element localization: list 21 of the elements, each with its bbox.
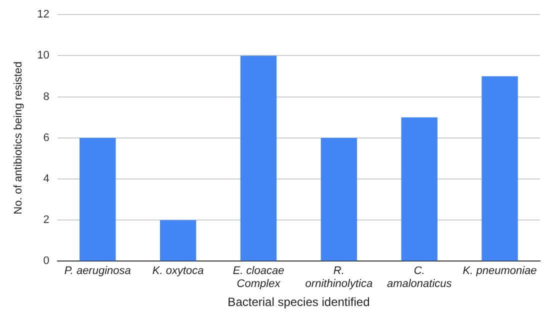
x-tick-label: K. oxytoca bbox=[152, 264, 204, 277]
y-tick-label: 8 bbox=[43, 90, 50, 103]
y-tick-label: 10 bbox=[37, 50, 50, 62]
y-tick-label: 2 bbox=[43, 214, 50, 226]
x-tick-label: C. amalonaticus bbox=[386, 264, 452, 290]
bar bbox=[240, 56, 277, 261]
y-axis-title: No. of antibiotics being resisted bbox=[12, 61, 25, 214]
bar bbox=[401, 117, 438, 261]
x-tick-label: E. cloacae Complex bbox=[232, 264, 284, 290]
x-tick-label: P. aeruginosa bbox=[64, 264, 131, 277]
bar bbox=[80, 138, 116, 261]
y-tick-label: 12 bbox=[37, 8, 50, 21]
x-tick-label: R. ornithinolytica bbox=[305, 264, 373, 290]
y-tick-label: 4 bbox=[43, 173, 50, 186]
bar bbox=[482, 76, 518, 261]
bar bbox=[320, 138, 358, 261]
y-tick-label: 6 bbox=[43, 132, 50, 144]
x-axis-title: Bacterial species identified bbox=[228, 295, 370, 310]
y-tick-label: 0 bbox=[43, 255, 50, 268]
bar bbox=[160, 220, 196, 261]
x-tick-label: K. pneumoniae bbox=[462, 264, 537, 277]
